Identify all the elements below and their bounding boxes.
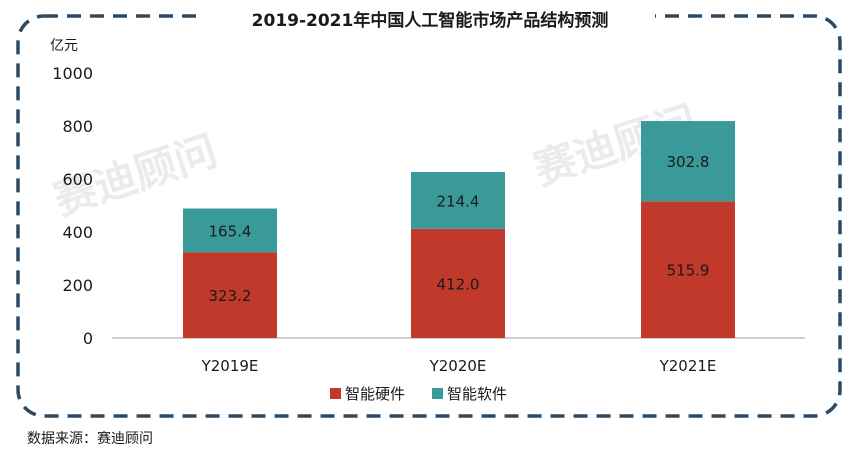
- legend-swatch: [432, 388, 443, 399]
- bar-segment: [641, 201, 735, 338]
- title-background: [205, 6, 655, 30]
- x-category-label: Y2019E: [201, 357, 259, 375]
- unit-label: 亿元: [50, 38, 78, 54]
- data-label: 165.4: [209, 222, 252, 240]
- bar-segment: [183, 208, 277, 253]
- x-category-label: Y2020E: [429, 357, 487, 375]
- y-tick-label: 200: [62, 276, 93, 295]
- y-tick-label: 400: [62, 223, 93, 242]
- legend-label: 智能软件: [447, 385, 507, 403]
- bar-segment: [411, 228, 505, 338]
- legend-swatch: [330, 388, 341, 399]
- bar-segment: [183, 252, 277, 338]
- y-tick-label: 1000: [52, 64, 93, 83]
- x-axis-categories: Y2019E Y2020E Y2021E: [201, 357, 717, 375]
- bar-segment: [641, 121, 735, 202]
- bar-segment: [411, 172, 505, 229]
- y-tick-label: 0: [83, 329, 93, 348]
- y-axis: 0 200 400 600 800 1000: [52, 64, 93, 348]
- chart-title: 2019-2021年中国人工智能市场产品结构预测: [252, 10, 609, 31]
- legend-label: 智能硬件: [345, 385, 405, 403]
- data-label: 515.9: [667, 262, 710, 280]
- data-label: 323.2: [209, 287, 252, 305]
- bars: 323.2 165.4 412.0 214.4 515.9 302.8: [183, 121, 735, 338]
- data-label: 412.0: [437, 275, 480, 293]
- y-tick-label: 800: [62, 117, 93, 136]
- data-label: 214.4: [437, 192, 480, 210]
- legend: 智能硬件 智能软件: [330, 385, 507, 403]
- data-source: 数据来源：赛迪顾问: [27, 431, 153, 447]
- y-tick-label: 600: [62, 170, 93, 189]
- x-category-label: Y2021E: [659, 357, 717, 375]
- data-label: 302.8: [667, 153, 710, 171]
